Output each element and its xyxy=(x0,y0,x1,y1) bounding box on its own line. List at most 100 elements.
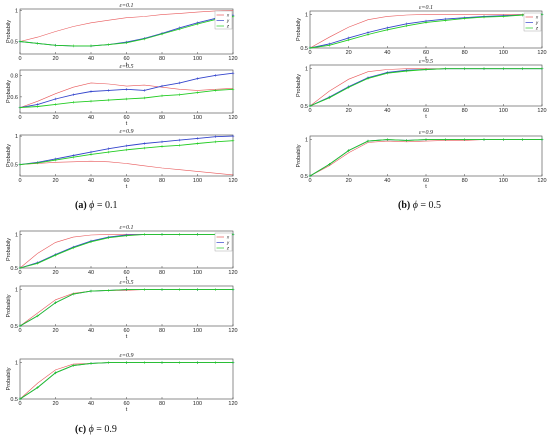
series-point-z xyxy=(54,301,57,305)
x-tick-label: 100 xyxy=(499,108,508,114)
series-point-z xyxy=(89,44,93,48)
series-point-y xyxy=(178,81,182,85)
series-point-z xyxy=(196,233,199,236)
x-tick-label: 60 xyxy=(123,178,129,184)
y-tick-label: 1 xyxy=(305,138,308,144)
chart-a-3: ε=0.9 0 20 40 60 80 100 120 0.5 1 t Probabily xyxy=(6,129,238,190)
y-axis-label: Probabily xyxy=(6,80,12,103)
series-point-y xyxy=(54,97,57,101)
series-point-z xyxy=(107,361,111,364)
series-point-z xyxy=(71,292,75,296)
x-tick-label: 20 xyxy=(346,178,352,184)
caption-a-symbol: ϕ xyxy=(89,200,95,211)
chart-b-3: ε=0.9 0 20 40 60 80 100 120 0.5 1 t Probabily xyxy=(296,130,547,190)
series-point-z xyxy=(54,103,57,106)
series-point-z xyxy=(71,100,75,104)
y-axis-label: Probabily xyxy=(296,18,302,41)
x-tick-label: 20 xyxy=(52,328,58,334)
series-point-z xyxy=(444,67,447,71)
x-tick-label: 40 xyxy=(384,108,390,114)
series-point-z xyxy=(405,24,408,28)
caption-b-symbol: ϕ xyxy=(412,200,418,211)
y-tick-label: 1 xyxy=(305,67,308,73)
x-axis-label: t xyxy=(126,334,128,340)
x-tick-label: 60 xyxy=(123,56,129,62)
series-point-z xyxy=(366,77,370,80)
series-point-y xyxy=(213,135,217,139)
series-point-z xyxy=(36,314,40,318)
series-point-z xyxy=(89,153,93,156)
series-point-z xyxy=(18,324,22,328)
caption-b-value: = 0.5 xyxy=(420,200,442,211)
x-tick-label: 80 xyxy=(462,50,468,56)
series-point-z xyxy=(125,361,128,364)
caption-b-label: (b) xyxy=(398,200,411,211)
series-point-y xyxy=(89,150,93,154)
legend-box xyxy=(523,12,542,32)
chart-c-3: ε=0.9 0 20 40 60 80 100 120 0.5 1 t Probabily xyxy=(6,353,238,413)
series-point-z xyxy=(463,67,466,71)
caption-b: (b) ϕ = 0.5 xyxy=(398,200,441,211)
series-point-z xyxy=(213,89,217,92)
series-point-y xyxy=(125,144,128,148)
x-tick-label: 100 xyxy=(193,401,202,407)
x-tick-label: 100 xyxy=(193,56,202,62)
series-point-z xyxy=(107,289,111,292)
y-tick-label: 1 xyxy=(305,12,308,18)
x-tick-label: 80 xyxy=(159,115,165,121)
caption-a-value: = 0.1 xyxy=(96,200,118,211)
series-point-z xyxy=(308,174,312,178)
chart-title: ε=0.5 xyxy=(120,280,134,286)
series-point-y xyxy=(71,93,75,97)
x-tick-label: 100 xyxy=(193,178,202,184)
y-axis-label: Probabily xyxy=(6,144,12,167)
series-point-z xyxy=(18,266,22,270)
y-tick-label: 0.5 xyxy=(10,324,18,330)
series-point-z xyxy=(196,288,199,291)
x-tick-label: 0 xyxy=(18,56,21,62)
series-point-z xyxy=(231,361,235,364)
x-tick-label: 100 xyxy=(193,270,202,276)
x-tick-label: 80 xyxy=(462,178,468,184)
legend-box xyxy=(214,232,233,252)
x-tick-label: 120 xyxy=(537,178,546,184)
series-point-z xyxy=(89,362,93,365)
x-tick-label: 80 xyxy=(159,56,165,62)
legend-label-z: z xyxy=(226,246,230,251)
y-tick-label: 0.8 xyxy=(10,73,18,79)
x-tick-label: 20 xyxy=(52,56,58,62)
x-tick-label: 40 xyxy=(88,328,94,334)
series-point-z xyxy=(89,240,93,244)
x-axis-label: t xyxy=(425,56,427,62)
series-line-x xyxy=(309,14,542,49)
caption-a: (a) ϕ = 0.1 xyxy=(75,200,118,211)
x-tick-label: 40 xyxy=(88,115,94,121)
series-point-z xyxy=(347,86,350,89)
series-point-z xyxy=(160,288,164,291)
plot-frame xyxy=(309,64,543,107)
series-point-y xyxy=(142,89,146,92)
x-axis-label: t xyxy=(126,407,128,413)
y-tick-label: 0.5 xyxy=(300,46,308,52)
series-point-y xyxy=(213,74,217,77)
chart-b-2: ε=0.5 0 20 40 60 80 100 120 0.5 1 t Probabily xyxy=(296,59,547,120)
x-tick-label: 0 xyxy=(18,270,21,276)
y-axis-label: Probabily xyxy=(6,20,12,43)
series-point-y xyxy=(231,71,235,75)
chart-title: ε=0.9 xyxy=(120,129,134,135)
x-tick-label: 0 xyxy=(18,178,21,184)
series-point-z xyxy=(160,145,164,148)
x-tick-label: 120 xyxy=(228,56,237,62)
x-tick-label: 40 xyxy=(384,178,390,184)
series-point-z xyxy=(386,138,389,141)
x-tick-label: 100 xyxy=(193,328,202,334)
caption-c: (c) ϕ = 0.9 xyxy=(75,424,117,435)
legend-label-z: z xyxy=(535,26,539,31)
series-point-z xyxy=(18,397,22,401)
series-point-z xyxy=(386,71,389,75)
series-point-z xyxy=(196,22,199,26)
caption-c-symbol: ϕ xyxy=(88,424,94,435)
series-point-z xyxy=(444,138,447,141)
plot-frame xyxy=(19,230,234,269)
series-point-z xyxy=(160,32,164,36)
